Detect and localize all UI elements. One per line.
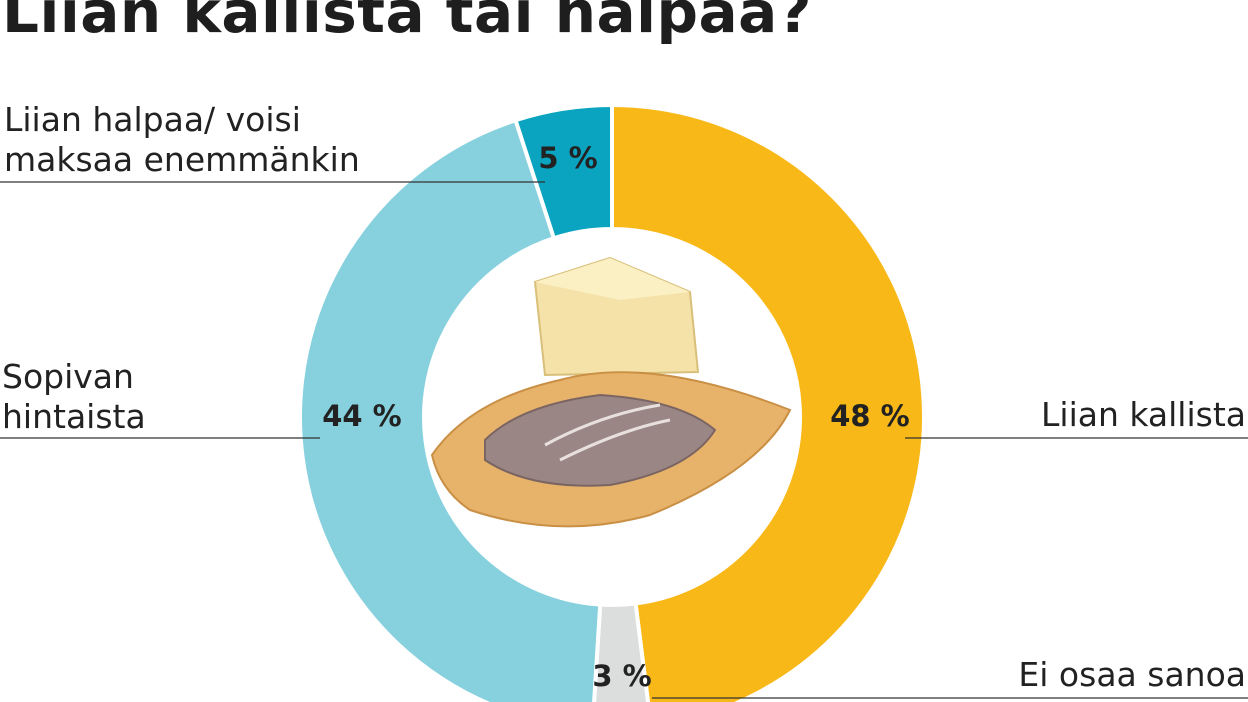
highlight: [544, 403, 671, 462]
category-label: Liian kallista: [1041, 395, 1246, 434]
value-label: 5 %: [538, 141, 597, 175]
cheese-top: [535, 258, 690, 300]
category-label: Sopivan hintaista: [2, 357, 146, 436]
donut-slice: [513, 102, 614, 241]
value-label: 3 %: [592, 659, 651, 693]
category-label: Liian halpaa/ voisi maksaa enemmänkin: [4, 100, 360, 179]
illustration: [430, 256, 792, 528]
leader-lines: [0, 181, 1248, 699]
donut-slice: [298, 117, 603, 702]
value-labels: 48 % 3 % 44 % 5 %: [322, 141, 910, 693]
donut: [298, 102, 926, 702]
value-label: 44 %: [322, 399, 402, 433]
category-label: Ei osaa sanoa: [1018, 655, 1246, 694]
chart-title: Liian kallista tai halpaa?: [2, 0, 812, 46]
value-label: 48 %: [830, 399, 910, 433]
donut-slice: [610, 102, 926, 702]
